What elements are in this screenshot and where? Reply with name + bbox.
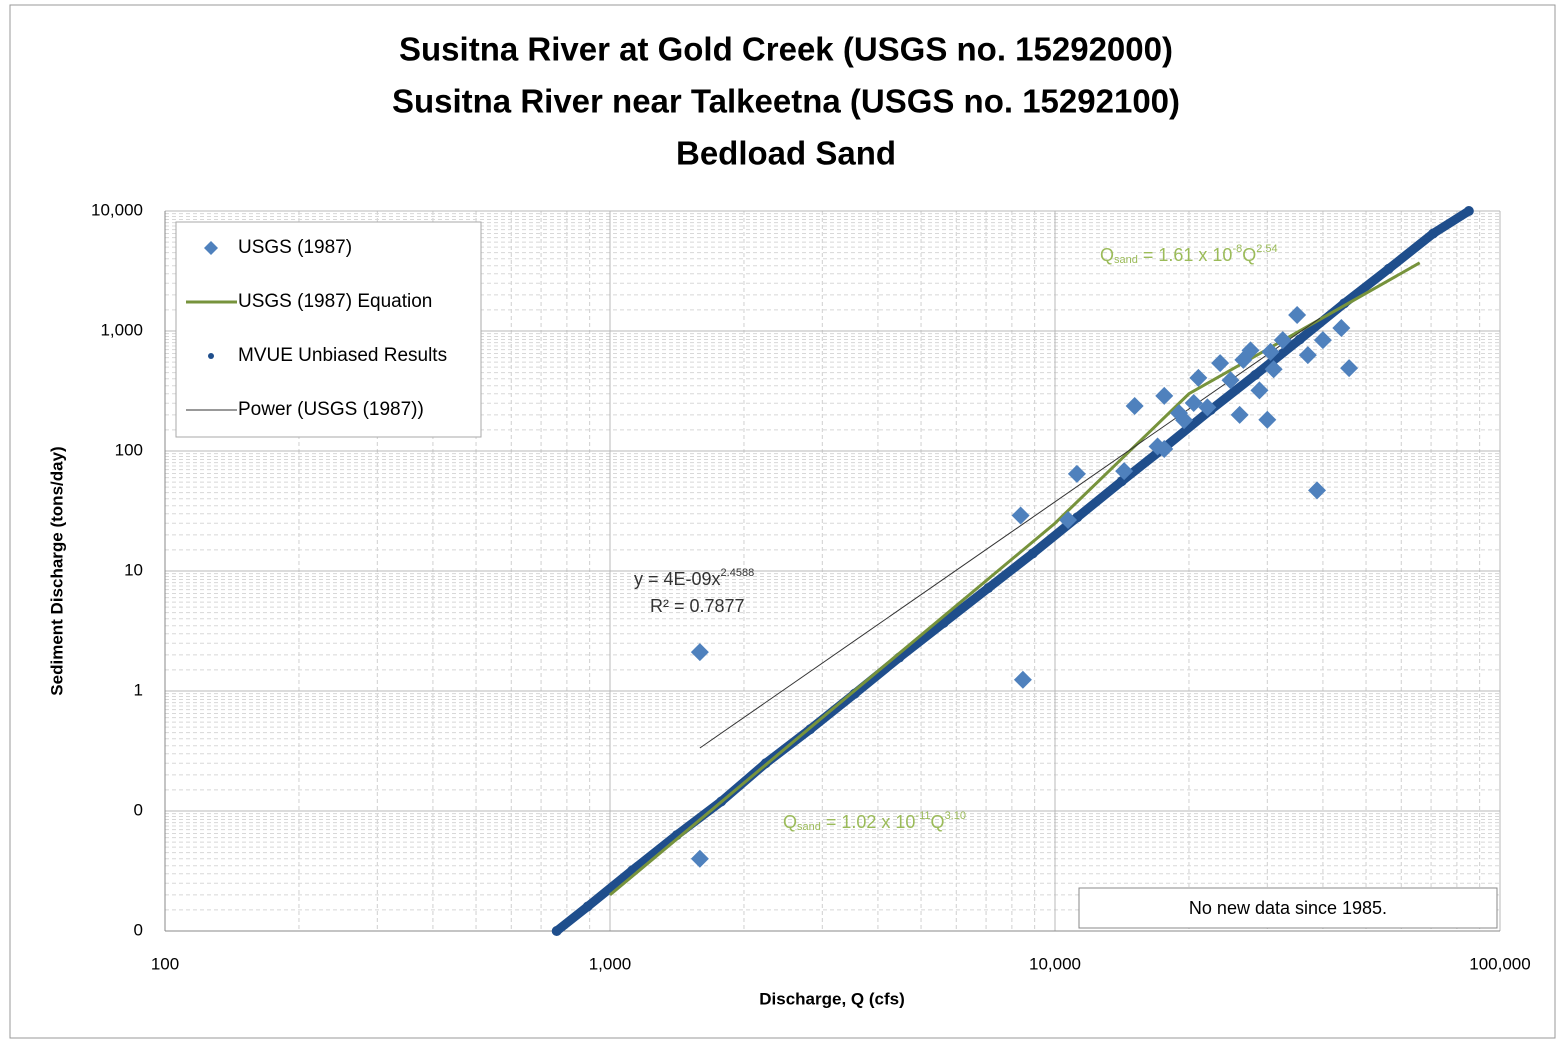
legend-symbol — [204, 241, 218, 255]
data-point — [1198, 398, 1217, 417]
annotation: y = 4E-09x2.4588 — [634, 567, 754, 589]
series-line — [609, 261, 1421, 897]
data-point — [582, 901, 593, 912]
data-point — [1258, 410, 1277, 429]
y-tick-label: 1,000 — [100, 320, 143, 339]
annotation-part: = 1.02 x 10 — [821, 812, 916, 832]
x-axis-title: Discharge, Q (cfs) — [759, 989, 905, 1008]
data-point — [1189, 368, 1208, 387]
data-point — [1175, 411, 1194, 430]
legend-label: USGS (1987) — [238, 237, 352, 258]
data-point — [938, 617, 949, 628]
series-line — [553, 207, 1472, 935]
data-point — [983, 583, 994, 594]
legend-box — [175, 221, 482, 438]
annotation: R² = 0.7877 — [650, 596, 745, 616]
data-point — [1230, 405, 1249, 424]
data-point — [1027, 548, 1038, 559]
data-point — [1332, 318, 1351, 337]
data-point — [1155, 386, 1174, 405]
y-tick-label: 100 — [115, 440, 143, 459]
annotation-part: -11 — [915, 810, 930, 822]
y-axis-title: Sediment Discharge (tons/day) — [47, 446, 66, 695]
annotation-part: = 1.61 x 10 — [1138, 245, 1233, 265]
data-point — [1241, 341, 1260, 360]
data-point — [1313, 331, 1332, 350]
data-point — [1250, 381, 1269, 400]
annotation-part: 2.54 — [1256, 243, 1277, 255]
data-point — [1011, 506, 1030, 525]
data-point — [1115, 462, 1134, 481]
data-point — [1273, 331, 1292, 350]
x-tick-label: 100,000 — [1469, 954, 1530, 973]
data-point — [1340, 359, 1359, 378]
data-point — [1463, 206, 1474, 216]
annotation-part: y = 4E-09x — [634, 569, 721, 589]
data-point — [1067, 464, 1086, 483]
data-point — [1059, 511, 1078, 530]
y-tick-label: 0 — [134, 920, 143, 939]
series-line — [699, 317, 1321, 749]
annotation: Qsand = 1.61 x 10-8Q2.54 — [1100, 243, 1278, 266]
data-point — [1211, 354, 1230, 373]
chart-title: Susitna River at Gold Creek (USGS no. 15… — [399, 31, 1173, 68]
x-tick-label: 1,000 — [589, 954, 632, 973]
legend-label: Power (USGS (1987)) — [238, 399, 424, 420]
annotation-part: 3.10 — [945, 810, 966, 822]
y-tick-label: 0 — [134, 800, 143, 819]
data-point — [1155, 439, 1174, 458]
data-point — [1264, 360, 1283, 379]
data-point — [1294, 334, 1305, 345]
data-point — [1184, 394, 1203, 413]
data-point — [1383, 263, 1394, 274]
y-tick-label: 1 — [134, 680, 143, 699]
data-point — [1261, 342, 1280, 361]
data-point — [690, 849, 709, 868]
annotation-part: Q — [783, 812, 797, 832]
annotation-part: R² = 0.7877 — [650, 596, 745, 616]
data-point — [1288, 305, 1307, 324]
annotation-part: Q — [1242, 245, 1256, 265]
annotation: Qsand = 1.02 x 10-11Q3.10 — [783, 810, 966, 833]
annotation-part: sand — [1114, 254, 1138, 266]
chart-title: Susitna River near Talkeetna (USGS no. 1… — [392, 83, 1180, 120]
annotation-part: sand — [797, 821, 821, 833]
annotation-part: Q — [931, 812, 945, 832]
legend-label: MVUE Unbiased Results — [238, 345, 447, 366]
data-point — [551, 926, 562, 936]
y-tick-label: 10 — [124, 560, 143, 579]
x-tick-label: 100 — [151, 954, 179, 973]
data-point — [1298, 346, 1317, 365]
y-tick-label: 10,000 — [91, 200, 143, 219]
note: No new data since 1985. — [1189, 898, 1387, 918]
note-box — [1078, 887, 1498, 929]
annotation-part: -8 — [1232, 243, 1242, 255]
chart-title: Bedload Sand — [676, 135, 896, 172]
legend-label: USGS (1987) Equation — [238, 291, 432, 312]
annotation-part: 2.4588 — [721, 567, 755, 579]
data-point — [1308, 481, 1327, 500]
data-point — [1013, 670, 1032, 689]
legend-symbol — [208, 353, 214, 359]
data-point — [1125, 397, 1144, 416]
data-point — [1428, 228, 1439, 239]
annotation-part: Q — [1100, 245, 1114, 265]
data-point — [690, 643, 709, 662]
data-point — [1221, 371, 1240, 390]
data-point — [1250, 369, 1261, 380]
x-tick-label: 10,000 — [1029, 954, 1081, 973]
